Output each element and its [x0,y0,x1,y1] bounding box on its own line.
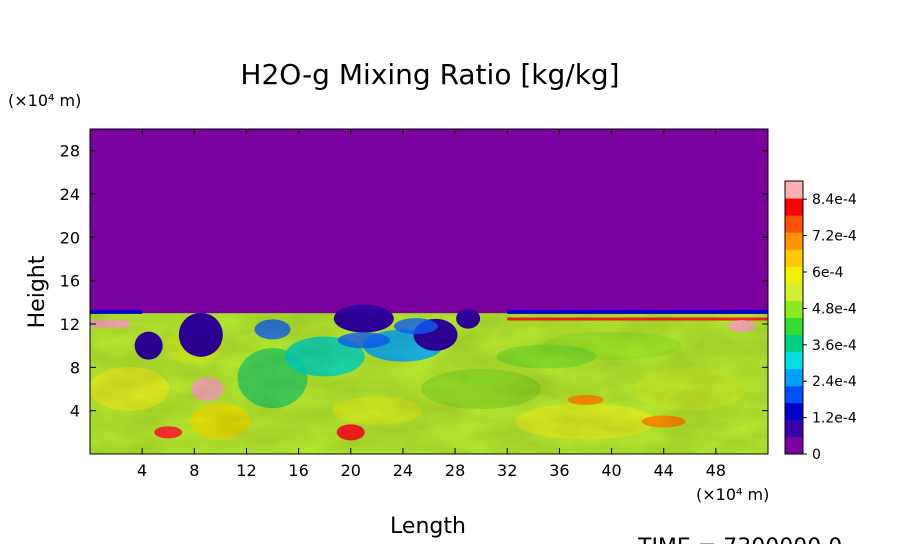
colorbar-tick-label: 4.8e-4 [812,301,857,317]
chart-title: H2O-g Mixing Ratio [kg/kg] [240,58,619,91]
y-axis-label: Height [25,255,50,328]
colorbar-swatch [785,419,803,438]
colorbar-tick-label: 3.6e-4 [812,338,857,354]
colorbar-tick-label: 7.2e-4 [812,229,857,245]
x-tick-label: 32 [497,461,517,480]
colorbar-swatch [785,334,803,353]
colorbar-tick-label: 1.2e-4 [812,411,857,427]
x-tick-label: 36 [549,461,569,480]
x-tick-label: 20 [341,461,361,480]
colorbar-tick-label: 2.4e-4 [812,374,857,390]
x-tick-label: 24 [393,461,413,480]
plot-area [90,129,768,454]
colorbar-swatch [785,436,803,455]
x-tick-label: 8 [189,461,199,480]
interface-band [507,309,768,314]
x-tick-label: 12 [236,461,256,480]
colorbar-frame [784,180,804,455]
colorbar-swatch [785,181,803,199]
colorbar-swatch [785,249,803,267]
time-label: TIME = 7300000.0 [637,535,842,544]
colorbar-tick-label: 6e-4 [812,265,844,281]
y-tick-label: 24 [60,185,80,204]
plot-frame [89,128,769,455]
y-tick-label: 12 [60,315,80,334]
texture-overlay [90,313,768,454]
colorbar-ticks: 0 1.2e-4 2.4e-4 3.6e-4 4.8e-4 6e-4 7.2e-4 8.4e-… [803,192,857,463]
y-tick-label: 8 [70,358,80,377]
colorbar-swatch [785,368,803,387]
x-axis-label: Length [390,514,466,539]
colorbar-tick-label: 8.4e-4 [812,192,857,208]
y-axis: 4 8 12 16 20 24 28 [60,142,768,421]
colorbar-swatch [785,317,803,336]
y-tick-label: 20 [60,228,80,247]
x-unit-label: (×10⁴ m) [696,485,769,504]
interface-band-left [90,309,143,314]
colorbar [784,180,804,455]
moist-layer-field [90,304,768,454]
y-tick-label: 28 [60,142,80,161]
colorbar-swatch [785,232,803,250]
y-tick-label: 16 [60,272,80,291]
x-tick-label: 44 [654,461,674,480]
colorbar-swatch [785,385,803,404]
colorbar-swatch [785,351,803,370]
colorbar-swatch [785,300,803,318]
y-unit-label: (×10⁴ m) [8,91,81,110]
x-axis: 4 8 12 16 20 24 28 32 36 40 44 48 [137,129,726,480]
colorbar-swatch [785,266,803,284]
colorbar-swatch [785,402,803,421]
x-tick-label: 16 [288,461,308,480]
x-tick-label: 28 [445,461,465,480]
x-tick-label: 48 [706,461,726,480]
colorbar-swatch [785,283,803,301]
x-tick-label: 40 [601,461,621,480]
colorbar-swatch [785,198,803,216]
x-tick-label: 4 [137,461,147,480]
y-tick-label: 4 [70,402,80,421]
colorbar-swatch [785,215,803,233]
colorbar-tick-label: 0 [812,447,821,463]
